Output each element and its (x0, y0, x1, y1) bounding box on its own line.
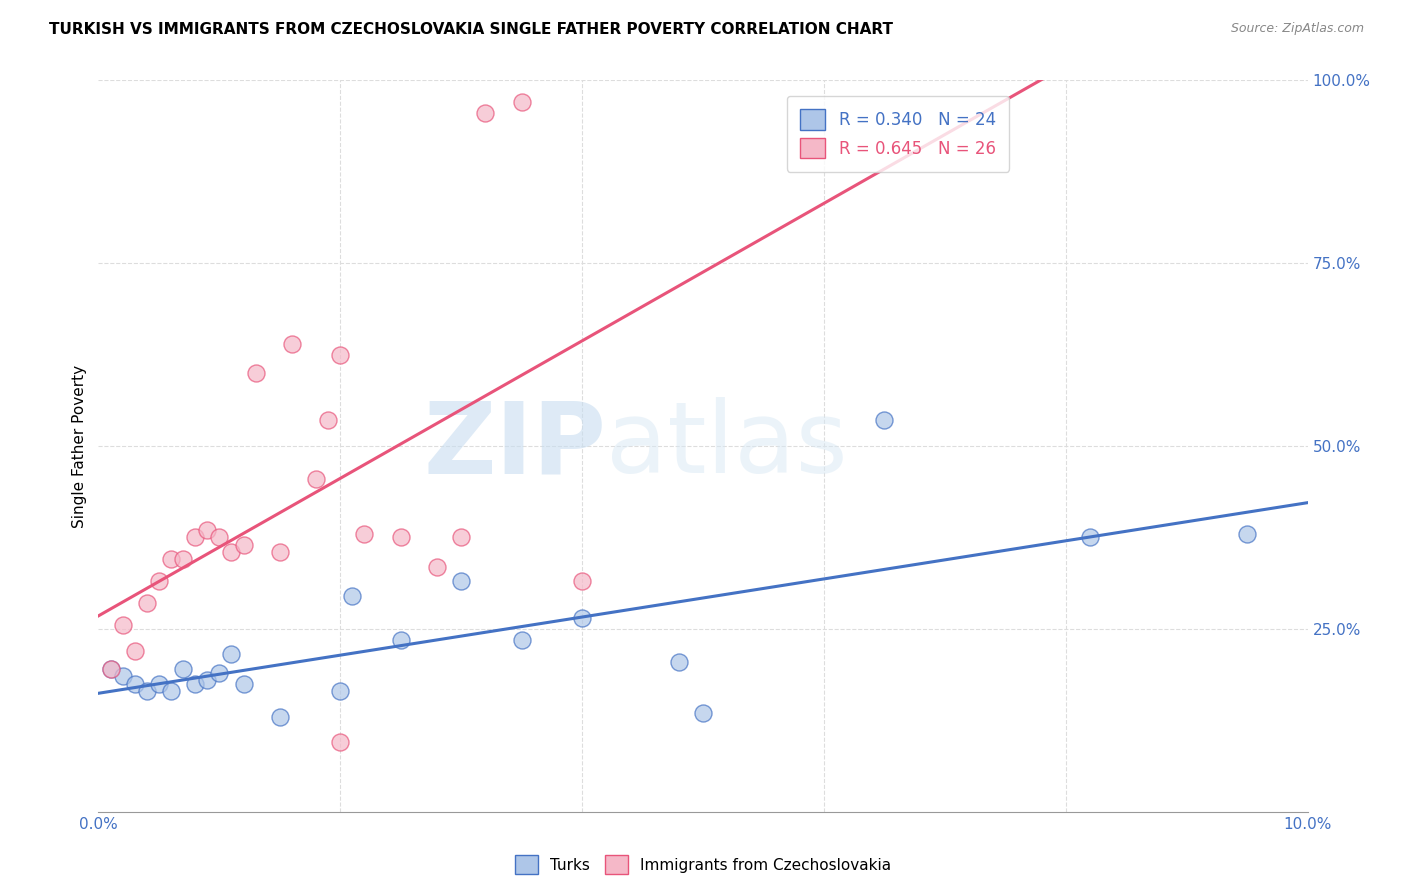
Text: TURKISH VS IMMIGRANTS FROM CZECHOSLOVAKIA SINGLE FATHER POVERTY CORRELATION CHAR: TURKISH VS IMMIGRANTS FROM CZECHOSLOVAKI… (49, 22, 893, 37)
Point (221, 545, 243, 559)
Point (329, 347, 352, 362)
Point (232, 676, 254, 690)
Point (221, 648, 243, 662)
Point (208, 665, 231, 680)
Point (329, 735, 352, 749)
Point (873, 413, 896, 427)
Point (135, 596, 157, 610)
Point (160, 684, 183, 698)
Point (389, 530, 412, 544)
Point (208, 530, 231, 544)
Point (195, 523, 218, 537)
Point (100, 662, 122, 676)
Point (111, 669, 134, 683)
Point (232, 538, 254, 552)
Point (571, 611, 593, 625)
Legend: Turks, Immigrants from Czechoslovakia: Turks, Immigrants from Czechoslovakia (509, 849, 897, 880)
Point (245, 366, 267, 380)
Text: atlas: atlas (606, 398, 848, 494)
Point (100, 662, 122, 676)
Point (692, 706, 714, 720)
Point (668, 655, 690, 669)
Point (316, 413, 339, 427)
Text: ZIP: ZIP (423, 398, 606, 494)
Point (281, 336, 304, 351)
Point (474, 106, 496, 120)
Point (450, 574, 472, 589)
Point (342, 589, 364, 603)
Point (148, 676, 170, 690)
Point (195, 673, 218, 687)
Point (353, 526, 375, 541)
Point (305, 472, 328, 486)
Legend: R = 0.340   N = 24, R = 0.645   N = 26: R = 0.340 N = 24, R = 0.645 N = 26 (787, 96, 1010, 171)
Point (1078, 530, 1101, 544)
Point (184, 676, 207, 690)
Point (184, 530, 207, 544)
Point (329, 684, 352, 698)
Point (510, 632, 533, 647)
Point (269, 709, 291, 723)
Point (111, 618, 134, 632)
Point (510, 95, 533, 110)
Y-axis label: Single Father Poverty: Single Father Poverty (72, 365, 87, 527)
Point (135, 684, 157, 698)
Point (269, 545, 291, 559)
Point (389, 632, 412, 647)
Point (1236, 526, 1258, 541)
Text: Source: ZipAtlas.com: Source: ZipAtlas.com (1230, 22, 1364, 36)
Point (124, 644, 146, 658)
Point (160, 552, 183, 566)
Point (450, 530, 472, 544)
Point (124, 676, 146, 690)
Point (172, 662, 194, 676)
Point (571, 574, 593, 589)
Point (426, 559, 449, 574)
Point (172, 552, 194, 566)
Point (148, 574, 170, 589)
